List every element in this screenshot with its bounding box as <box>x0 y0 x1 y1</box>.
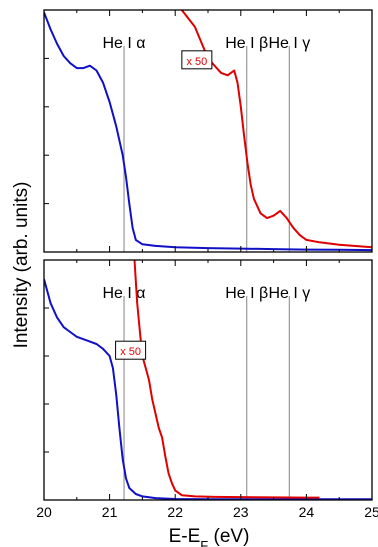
scaled-spectrum-line <box>133 260 320 499</box>
plot-frame <box>43 259 373 501</box>
y-axis-title: Intensity (arb. units) <box>11 182 32 349</box>
x-tick-labels: 20 21 22 23 24 25 <box>36 504 378 520</box>
multiplier-box <box>115 340 147 360</box>
x-tick-label: 22 <box>167 504 183 520</box>
ref-line-label: He I α <box>103 285 146 302</box>
raw-spectrum-line <box>44 278 372 500</box>
top-panel: He I α He I β He I γ x 50 <box>43 9 373 253</box>
ref-line-label: He I β <box>225 285 268 302</box>
plot-frame <box>43 9 373 253</box>
ref-line-label: He I α <box>103 35 146 52</box>
x-tick-label: 23 <box>233 504 249 520</box>
x-axis-title: E-EF (eV) <box>169 526 250 547</box>
multiplier-label: x 50 <box>120 346 141 358</box>
scaled-spectrum-line <box>181 10 372 249</box>
x-tick-label: 24 <box>299 504 315 520</box>
x-tick-label: 21 <box>102 504 118 520</box>
x-tick-label: 25 <box>364 504 378 520</box>
ref-line-label: He I γ <box>268 285 310 302</box>
multiplier-label: x 50 <box>186 56 207 68</box>
bottom-panel: He I α He I β He I γ x 50 <box>43 259 373 501</box>
ref-line-label: He I β <box>225 35 268 52</box>
multiplier-box <box>181 50 213 70</box>
ref-line-label: He I γ <box>268 35 310 52</box>
x-tick-label: 20 <box>36 504 52 520</box>
raw-spectrum-line <box>44 12 372 252</box>
